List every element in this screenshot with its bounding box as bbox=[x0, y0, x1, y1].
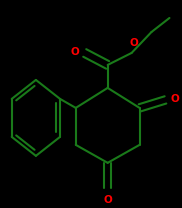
Text: O: O bbox=[71, 47, 79, 57]
Text: O: O bbox=[129, 38, 138, 48]
Text: O: O bbox=[103, 195, 112, 205]
Text: O: O bbox=[171, 94, 180, 104]
